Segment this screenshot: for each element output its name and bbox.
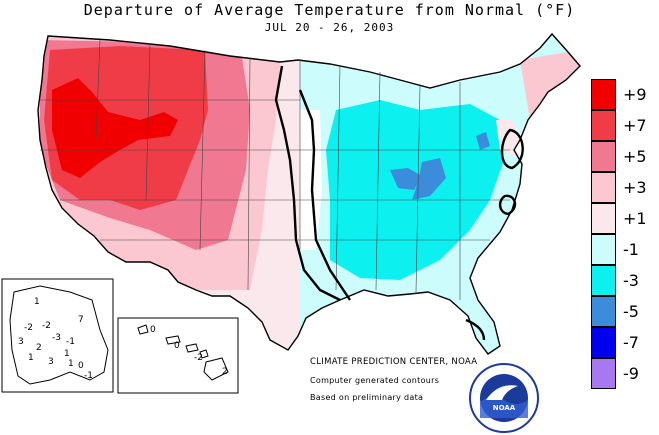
legend-label: +7 <box>623 116 647 135</box>
hawaii-label: 0 <box>174 341 180 351</box>
legend-label: -3 <box>623 271 639 290</box>
map-date-range: JUL 20 - 26, 2003 <box>264 21 395 34</box>
noaa-logo-text: NOAA <box>493 404 516 412</box>
legend-swatch-minus7 <box>591 327 616 358</box>
alaska-label: 3 <box>48 357 54 367</box>
zero-contour-lines <box>274 65 524 341</box>
credit-center: CLIMATE PREDICTION CENTER, NOAA <box>310 357 478 367</box>
alaska-label: -2 <box>42 321 51 331</box>
hawaii-inset-frame <box>117 317 239 394</box>
alaska-label: 1 <box>28 353 34 363</box>
credit-data: Based on preliminary data <box>310 393 424 402</box>
legend-swatch-plus3 <box>591 172 616 203</box>
alaska-label: -1 <box>66 337 75 347</box>
hawaii-map <box>137 324 229 381</box>
legend-label: -7 <box>623 333 639 352</box>
region-minus5 <box>390 132 490 200</box>
alaska-label: -3 <box>52 333 61 343</box>
alaska-contour-labels: 1 -2 -2 -3 3 2 1 3 1 7 -1 1 0 -1 <box>18 297 93 381</box>
legend-swatch-minus5 <box>591 296 616 327</box>
legend-swatch-plus1 <box>591 203 616 234</box>
alaska-label: -2 <box>24 323 33 333</box>
hawaii-label: 0 <box>150 325 156 335</box>
map-title: Departure of Average Temperature from No… <box>83 1 576 19</box>
legend-label: +5 <box>623 147 647 166</box>
legend-swatch-minus3 <box>591 265 616 296</box>
region-plus9 <box>52 78 178 178</box>
hawaii-label: 2 <box>222 367 228 377</box>
region-minus3 <box>326 100 504 280</box>
alaska-label: 7 <box>78 315 84 325</box>
legend-label: +3 <box>623 178 647 197</box>
alaska-map <box>9 285 109 385</box>
alaska-label: 3 <box>18 337 24 347</box>
legend-label: -1 <box>623 240 639 259</box>
hawaii-contour-labels: 0 0 -2 2 <box>150 325 228 377</box>
state-borders <box>40 39 510 300</box>
alaska-label: 1 <box>34 297 40 307</box>
legend-swatch-minus1 <box>591 234 616 265</box>
alaska-label: 2 <box>36 343 42 353</box>
alaska-label: 0 <box>78 361 84 371</box>
legend-label: +9 <box>623 85 647 104</box>
legend-label: -5 <box>623 302 639 321</box>
legend-label: -9 <box>623 364 639 383</box>
legend-swatch-plus5 <box>591 141 616 172</box>
alaska-label: 1 <box>68 359 74 369</box>
legend-swatch-minus9 <box>591 358 616 389</box>
legend-label: +1 <box>623 209 647 228</box>
us-border <box>37 32 581 355</box>
region-zero <box>300 110 322 250</box>
alaska-label: 1 <box>64 349 70 359</box>
noaa-logo: NOAA <box>469 363 539 433</box>
legend-swatch-plus7 <box>591 110 616 141</box>
alaska-label: -1 <box>84 371 93 381</box>
hawaii-label: -2 <box>194 353 203 363</box>
legend-swatch-plus9 <box>591 79 616 110</box>
credit-contours: Computer generated contours <box>310 376 440 385</box>
